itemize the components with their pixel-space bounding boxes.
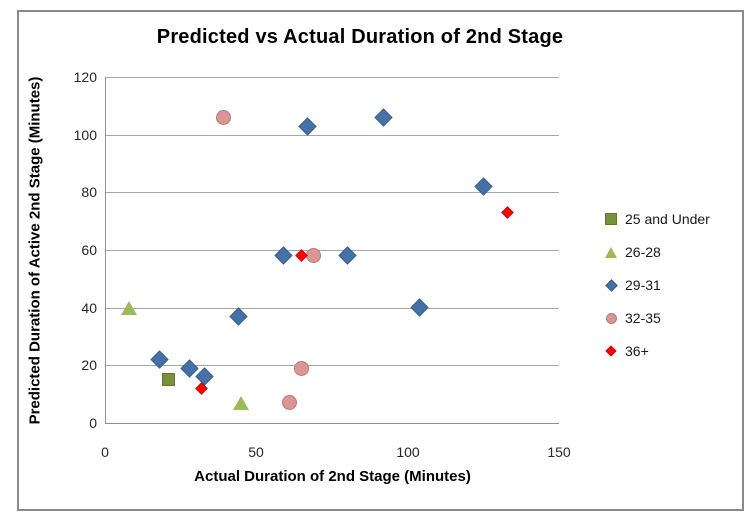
x-tick-label: 0 <box>101 444 109 460</box>
legend-label: 26-28 <box>625 244 661 260</box>
marker-circle <box>282 395 297 410</box>
y-axis-title: Predicted Duration of Active 2nd Stage (… <box>26 76 44 425</box>
marker-triangle <box>121 301 137 315</box>
marker-square <box>605 213 617 225</box>
gridline <box>105 135 559 136</box>
y-tick-label: 60 <box>81 242 97 258</box>
marker-square <box>162 373 175 386</box>
legend-label: 36+ <box>625 343 649 359</box>
legend-item: 36+ <box>603 341 710 361</box>
x-tick-label: 150 <box>547 444 571 460</box>
legend-label: 32-35 <box>625 310 661 326</box>
legend-item: 25 and Under <box>603 209 710 229</box>
marker-circle <box>216 110 231 125</box>
y-tick-label: 0 <box>89 415 97 431</box>
y-tick-label: 120 <box>73 69 97 85</box>
legend-marker-box <box>603 211 619 227</box>
legend-marker-box <box>603 277 619 293</box>
x-tick-label: 100 <box>396 444 420 460</box>
y-tick-label: 80 <box>81 184 97 200</box>
x-axis-title: Actual Duration of 2nd Stage (Minutes) <box>194 468 471 485</box>
y-tick-label: 20 <box>81 357 97 373</box>
x-tick-label: 50 <box>248 444 264 460</box>
legend-marker-box <box>603 343 619 359</box>
marker-circle <box>306 248 321 263</box>
y-tick-label: 40 <box>81 300 97 316</box>
marker-triangle <box>605 247 617 258</box>
marker-circle <box>294 361 309 376</box>
chart-outer-border <box>17 10 744 511</box>
legend-item: 32-35 <box>603 308 710 328</box>
legend-item: 29-31 <box>603 275 710 295</box>
legend-label: 25 and Under <box>625 211 710 227</box>
marker-diamond-small <box>605 345 617 357</box>
legend-marker-box <box>603 244 619 260</box>
x-axis-line <box>105 423 559 424</box>
y-tick-label: 100 <box>73 127 97 143</box>
gridline <box>105 77 559 78</box>
gridline <box>105 250 559 251</box>
y-axis-line <box>105 77 106 424</box>
legend-label: 29-31 <box>625 277 661 293</box>
marker-diamond <box>605 279 618 292</box>
chart-title: Predicted vs Actual Duration of 2nd Stag… <box>156 26 564 48</box>
marker-circle <box>606 313 617 324</box>
legend-marker-box <box>603 310 619 326</box>
marker-triangle <box>233 396 249 410</box>
gridline <box>105 192 559 193</box>
chart-legend: 25 and Under 26-28 29-31 32-35 36+ <box>603 209 710 374</box>
gridline <box>105 365 559 366</box>
legend-item: 26-28 <box>603 242 710 262</box>
gridline <box>105 308 559 309</box>
